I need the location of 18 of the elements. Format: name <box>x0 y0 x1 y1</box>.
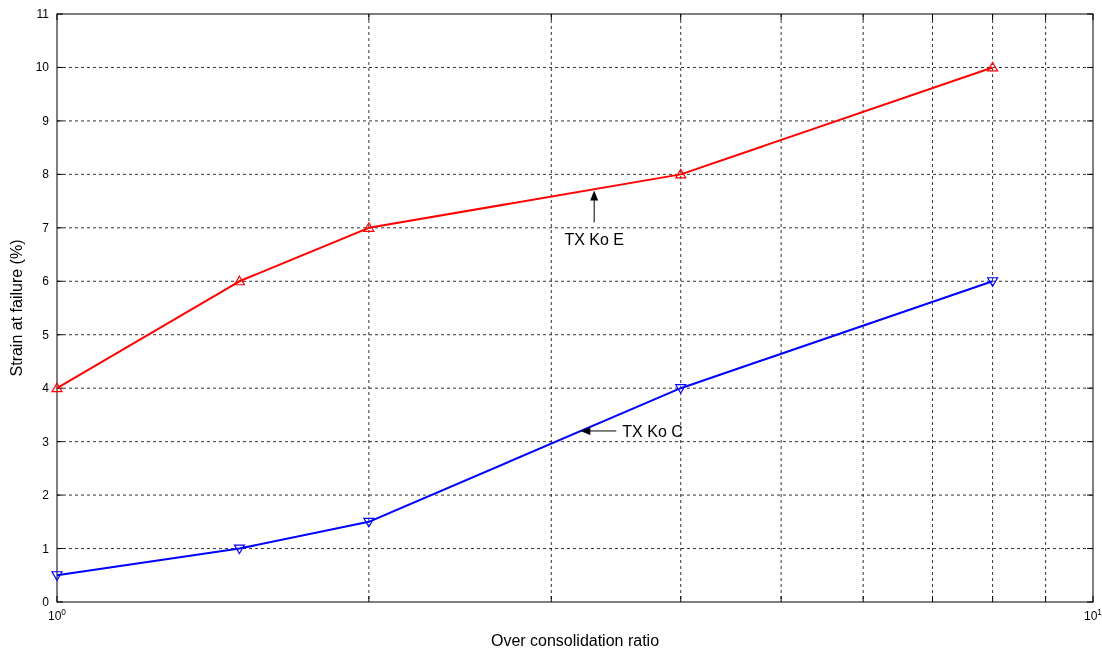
y-tick-label: 0 <box>42 595 50 609</box>
x-axis-title: Over consolidation ratio <box>490 632 660 649</box>
y-tick-label: 9 <box>42 113 50 128</box>
y-tick-label: 6 <box>42 274 50 289</box>
y-tick-label: 10 <box>35 60 50 75</box>
y-tick-label: 2 <box>42 488 50 503</box>
x-tick-label: 10$^{0}$ <box>47 607 67 623</box>
y-tick-label: 8 <box>42 167 50 182</box>
annotation: TX Ko E <box>564 231 624 249</box>
annotation: TX Ko C <box>622 422 683 440</box>
y-tick-label: 3 <box>42 434 50 449</box>
x-tick-label: 10$^{1}$ <box>1083 607 1102 623</box>
y-tick-label: 5 <box>42 327 50 342</box>
y-tick-label: 7 <box>42 220 50 235</box>
y-tick-label: 1 <box>42 541 50 556</box>
y-axis-title: Strain at failure (%) <box>8 239 25 377</box>
y-tick-label: 4 <box>42 381 50 396</box>
y-tick-label: 11 <box>36 7 50 21</box>
